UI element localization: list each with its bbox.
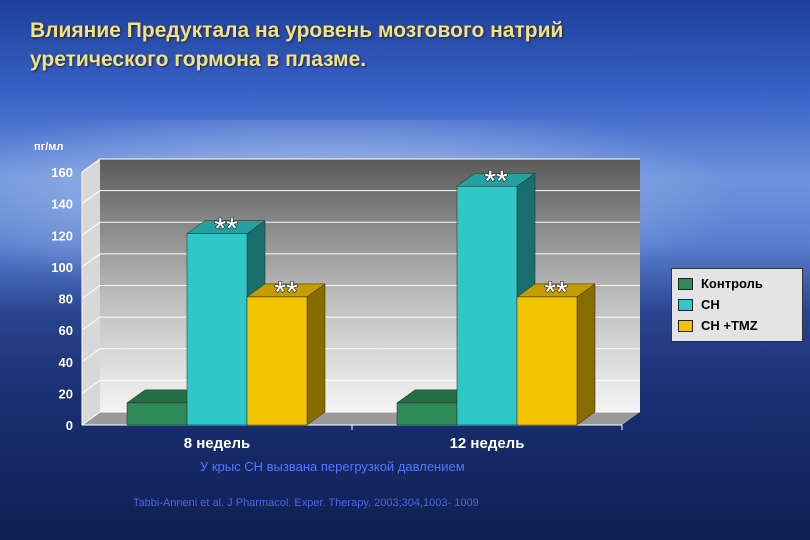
significance-marker: ** (484, 165, 508, 198)
y-tick-label: 140 (51, 197, 73, 212)
chart-footnote: У крыс СН вызвана перегрузкой давлением (200, 459, 465, 474)
y-tick-label: 20 (59, 386, 73, 401)
legend-label-control: Контроль (701, 276, 763, 291)
y-axis-unit-label: пг/мл (34, 141, 64, 153)
legend-item-control: Контроль (678, 273, 796, 294)
chart-legend: Контроль СН СН +TMZ (671, 268, 803, 342)
significance-marker: ** (274, 276, 298, 309)
gridline (81, 158, 640, 173)
bar-1-2-side (576, 283, 596, 426)
bar-1-2 (516, 296, 578, 426)
x-category-label: 12 недель (450, 435, 525, 452)
legend-swatch-control (678, 277, 693, 290)
bar-0-0 (126, 402, 188, 426)
bar-0-2 (246, 296, 308, 426)
bar-0-1 (186, 233, 248, 426)
legend-label-hf: СН (701, 297, 720, 312)
title-line-1: Влияние Предуктала на уровень мозгового … (30, 19, 564, 42)
bar-1-1 (456, 185, 518, 426)
legend-label-hf-tmz: СН +TMZ (701, 318, 758, 333)
bar-1-0 (396, 402, 458, 426)
y-tick-label: 40 (59, 355, 73, 370)
legend-item-hf-tmz: СН +TMZ (678, 315, 796, 336)
citation: Tabbi-Anneni et al. J Pharmacol. Exper. … (133, 497, 479, 509)
title-line-2: уретического гормона в плазме. (30, 48, 367, 71)
significance-marker: ** (544, 276, 568, 309)
legend-swatch-hf (678, 298, 693, 311)
y-tick-label: 80 (59, 292, 73, 307)
y-tick-label: 0 (66, 418, 73, 433)
bar-0-2-side (306, 283, 326, 426)
significance-marker: ** (214, 213, 238, 246)
y-tick-label: 120 (51, 228, 73, 243)
legend-swatch-hf-tmz (678, 319, 693, 332)
y-tick-label: 100 (51, 260, 73, 275)
y-tick-label: 160 (51, 165, 73, 180)
legend-item-hf: СН (678, 294, 796, 315)
x-category-label: 8 недель (184, 435, 251, 452)
slide-title: Влияние Предуктала на уровень мозгового … (30, 16, 730, 74)
y-tick-label: 60 (59, 323, 73, 338)
